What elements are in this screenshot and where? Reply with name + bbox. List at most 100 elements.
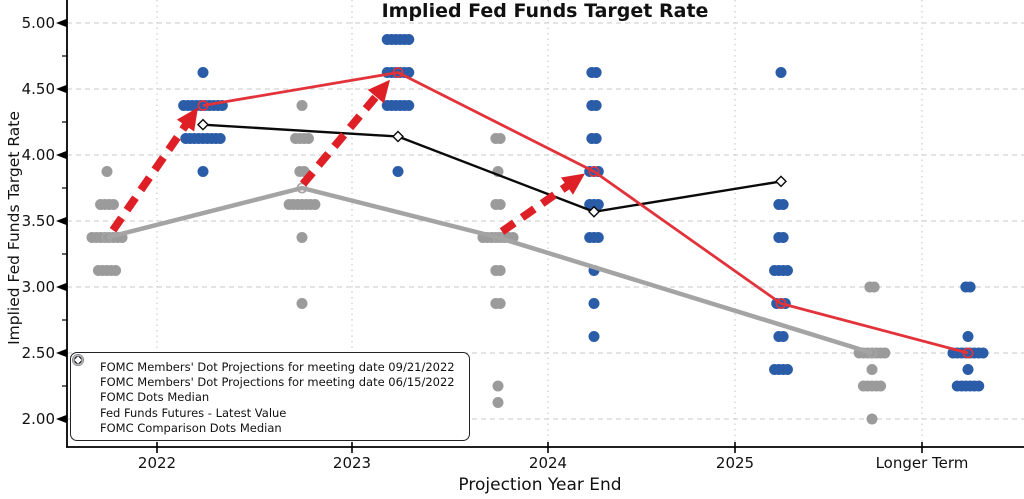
x-tick-label: 2024 [529,454,567,472]
dot [494,133,506,144]
dot [868,281,880,293]
shift-arrow [299,79,390,187]
shift-arrow-head [367,79,390,104]
legend-item: FOMC Comparison Dots Median [72,354,461,436]
median-line [106,185,873,356]
legend-label: FOMC Members' Dot Projections for meetin… [100,359,455,374]
y-tick-label: 2.00 [22,410,55,428]
chart-title: Implied Fed Funds Target Rate [381,0,709,22]
legend-item: FOMC Dots Median [72,354,461,405]
dot [592,199,604,210]
dot [962,331,974,342]
series-median-sep [197,67,974,359]
dot [302,133,314,144]
open-circle-marker [962,347,974,359]
dot [392,166,404,177]
dot [590,133,602,144]
dot [403,34,415,45]
open-diamond-marker [588,205,600,218]
median-line [202,71,969,355]
y-tick-label: 3.50 [22,212,55,230]
dot [309,199,321,210]
open-diamond-icon [72,354,94,420]
dot [494,199,506,210]
open-circle-marker [588,166,600,177]
x-axis-label: Projection Year End [458,475,622,495]
filled-circle-icon [72,354,94,389]
dot [296,100,308,111]
dot [492,397,504,408]
open-circle-marker [775,298,787,309]
dot [879,347,891,359]
open-diamond-marker [197,118,209,131]
y-tick-label: 4.00 [22,146,55,164]
x-tick-label: 2025 [716,454,754,472]
dot [866,364,878,375]
legend-box: FOMC Members' Dot Projections for meetin… [70,352,470,441]
legend-label: FOMC Dots Median [100,390,210,405]
dot [866,413,878,425]
y-tick-label: 4.50 [22,80,55,98]
open-circle-icon [72,354,94,404]
dot [197,67,209,78]
y-tick-label: 5.00 [22,14,55,32]
dot [588,298,600,309]
x-tick-label: Longer Term [876,454,969,472]
dot [777,232,789,243]
legend-label: FOMC Comparison Dots Median [100,421,282,436]
dot [296,298,308,309]
shift-arrow [499,173,585,235]
legend-item: FOMC Members' Dot Projections for meetin… [72,354,461,390]
y-axis-label: Implied Fed Funds Target Rate [5,111,23,345]
open-diamond-marker [775,175,787,188]
dot [775,67,787,78]
dot [110,265,122,276]
y-tick-mark [56,84,67,94]
legend-label: FOMC Members' Dot Projections for meetin… [100,375,455,390]
legend-label: Fed Funds Futures - Latest Value [100,405,287,420]
shift-arrow-shaft [499,179,575,235]
dot [964,281,976,293]
legend-item: Fed Funds Futures - Latest Value [72,354,461,420]
open-circle-marker [101,232,113,243]
y-tick-mark [56,216,67,226]
dot [494,265,506,276]
shift-arrow-head [176,107,198,132]
dot [977,347,989,359]
dot [492,380,504,392]
open-diamond-marker [392,130,404,143]
y-tick-label: 2.50 [22,344,55,362]
dot [403,100,415,111]
dot [875,380,887,392]
y-tick-mark [56,150,67,160]
dot [494,298,506,309]
shift-arrow-shaft [109,118,193,233]
series-median-jun [101,182,878,359]
open-circle-icon [72,354,94,435]
dot [777,199,789,210]
dot [296,232,308,243]
dot [590,67,602,78]
dot [107,199,119,210]
dot [592,232,604,243]
dot [973,380,985,392]
x-tick-label: 2023 [333,454,371,472]
dot [197,166,209,177]
shift-arrow-head [560,173,585,195]
x-tick-label: 2022 [138,454,176,472]
y-tick-mark [56,414,67,424]
y-tick-mark [56,348,67,358]
y-tick-label: 3.00 [22,278,55,296]
dot [781,364,793,375]
dot [214,133,226,144]
series-dots-sep [178,34,989,392]
open-circle-marker [392,67,404,78]
dot [588,331,600,342]
open-circle-marker [197,100,209,111]
shift-arrow-shaft [299,89,383,187]
median-line [202,123,782,213]
y-tick-mark [56,282,67,292]
dot [590,100,602,111]
y-tick-mark [56,18,67,28]
